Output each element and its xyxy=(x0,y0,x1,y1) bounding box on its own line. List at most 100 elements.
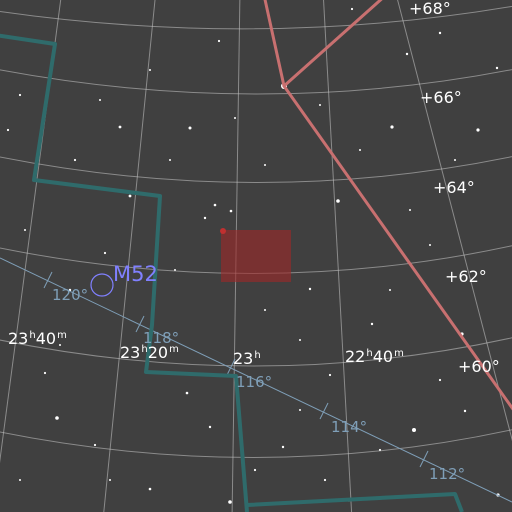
star xyxy=(308,287,312,291)
dec-line xyxy=(0,337,512,367)
star xyxy=(59,344,61,346)
star xyxy=(169,159,171,161)
star xyxy=(18,93,22,97)
star xyxy=(203,216,207,220)
star xyxy=(438,378,442,382)
star xyxy=(319,104,321,106)
star xyxy=(405,52,409,56)
star xyxy=(109,479,111,481)
constellation-line xyxy=(282,84,512,411)
azimuth-label-120: 120° xyxy=(52,286,89,304)
star xyxy=(174,269,176,271)
m52-label[interactable]: M52 xyxy=(113,262,158,286)
azimuth-tick xyxy=(419,450,429,468)
constellation-lines xyxy=(263,0,512,411)
ra-h-unit: h xyxy=(29,330,36,341)
ra-hours: 23 xyxy=(8,329,29,348)
star xyxy=(43,371,47,375)
ra-m-unit: m xyxy=(394,348,404,359)
star xyxy=(438,31,442,35)
star xyxy=(103,251,107,255)
ra-label-23h40m: 23h40m xyxy=(8,331,67,347)
star xyxy=(128,194,132,198)
star xyxy=(93,443,97,447)
ra-line xyxy=(323,0,353,512)
dec-label-68: +68° xyxy=(409,0,451,18)
star xyxy=(495,66,499,70)
star xyxy=(264,309,266,311)
field-of-view[interactable] xyxy=(221,230,291,282)
azimuth-tick xyxy=(135,315,145,333)
star xyxy=(19,479,21,481)
dec-line xyxy=(0,69,512,95)
constellation-line xyxy=(282,0,383,88)
star xyxy=(390,125,394,129)
star xyxy=(213,203,217,207)
dec-line xyxy=(0,429,512,458)
star xyxy=(234,117,236,119)
ra-label-22h40m: 22h40m xyxy=(345,349,404,365)
dec-label-66: +66° xyxy=(420,88,462,107)
ra-minutes: 20 xyxy=(147,343,169,362)
boundary-path-lower xyxy=(246,492,464,512)
star xyxy=(99,99,101,101)
dec-label-64: +64° xyxy=(433,178,475,197)
star xyxy=(281,445,285,449)
star xyxy=(118,125,122,129)
dec-label-62: +62° xyxy=(445,267,487,286)
star xyxy=(328,373,332,377)
star xyxy=(409,209,411,211)
star xyxy=(148,487,152,491)
ra-hours: 22 xyxy=(345,347,366,366)
ra-label-23h20m: 23h20m xyxy=(120,345,179,361)
star xyxy=(188,126,192,130)
ra-m-unit: m xyxy=(57,330,67,341)
horizon-line xyxy=(0,257,512,503)
ra-minutes: 40 xyxy=(372,347,394,366)
ra-minutes: 40 xyxy=(35,329,57,348)
azimuth-label-114: 114° xyxy=(331,418,368,436)
star xyxy=(323,478,327,482)
star xyxy=(476,128,480,132)
dec-label-60: +60° xyxy=(458,357,500,376)
star xyxy=(229,209,233,213)
ra-hours: 23 xyxy=(120,343,141,362)
star xyxy=(350,7,354,11)
m52-marker[interactable] xyxy=(90,273,114,297)
star xyxy=(6,128,10,132)
azimuth-label-116: 116° xyxy=(236,373,273,391)
azimuth-label-118: 118° xyxy=(143,329,180,347)
ra-line xyxy=(103,0,156,512)
constellation-boundary xyxy=(0,33,464,512)
ra-line xyxy=(397,0,512,442)
ra-hours: 23 xyxy=(233,349,254,368)
ra-label-23h: 23h xyxy=(233,351,262,367)
star xyxy=(429,244,431,246)
ra-h-unit: h xyxy=(254,350,261,361)
ra-h-unit: h xyxy=(366,348,373,359)
star xyxy=(359,149,361,151)
boundary-path-upper xyxy=(0,33,249,512)
dec-line xyxy=(0,5,512,30)
azimuth-tick xyxy=(43,271,53,289)
star xyxy=(454,159,456,161)
star xyxy=(208,425,212,429)
star xyxy=(389,289,391,291)
horizon-path xyxy=(0,257,512,503)
star xyxy=(336,199,340,203)
star xyxy=(55,416,59,420)
ra-m-unit: m xyxy=(169,344,179,355)
star xyxy=(73,158,77,162)
ra-line xyxy=(0,0,62,464)
star xyxy=(24,229,26,231)
star xyxy=(370,322,374,326)
constellation-line xyxy=(263,0,286,88)
star xyxy=(149,69,151,71)
star xyxy=(253,468,257,472)
star xyxy=(264,164,266,166)
fov-anchor xyxy=(220,228,226,234)
dec-line xyxy=(0,156,512,183)
star xyxy=(299,339,301,341)
